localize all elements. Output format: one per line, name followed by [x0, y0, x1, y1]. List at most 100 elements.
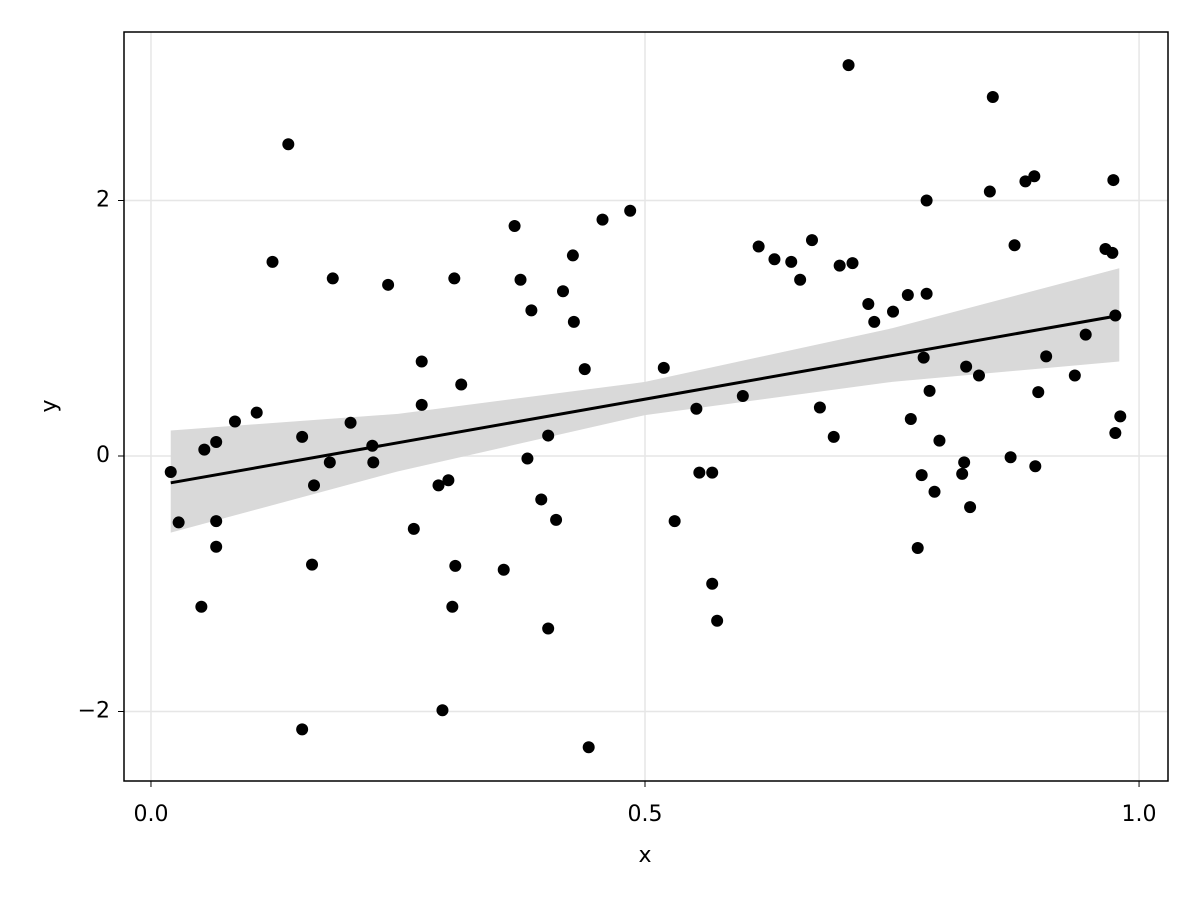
point	[442, 474, 455, 487]
point	[250, 406, 263, 419]
point	[306, 558, 319, 571]
point	[366, 439, 379, 452]
point	[521, 452, 534, 465]
point	[624, 204, 637, 217]
point	[296, 430, 309, 443]
point	[550, 513, 563, 526]
point	[964, 501, 977, 514]
point	[827, 430, 840, 443]
point	[164, 465, 177, 478]
point	[928, 485, 941, 498]
point	[923, 384, 936, 397]
point	[1004, 451, 1017, 464]
point	[785, 255, 798, 268]
x-tick-label: 0.5	[628, 802, 663, 827]
point	[668, 515, 681, 528]
point	[172, 516, 185, 529]
point	[915, 469, 928, 482]
point	[210, 515, 223, 528]
point	[920, 287, 933, 300]
point	[958, 456, 971, 469]
point	[868, 315, 881, 328]
point	[920, 194, 933, 207]
point	[842, 59, 855, 72]
point	[1008, 239, 1021, 252]
x-axis-label: x	[638, 843, 651, 868]
point	[448, 272, 461, 285]
point	[455, 378, 468, 391]
plot-frame	[123, 31, 1169, 782]
point	[657, 361, 670, 374]
point	[983, 185, 996, 198]
point	[986, 91, 999, 104]
point	[711, 614, 724, 627]
point	[326, 272, 339, 285]
point	[446, 600, 459, 613]
x-tick-label: 1.0	[1122, 802, 1157, 827]
point	[514, 273, 527, 286]
point	[449, 559, 462, 572]
point	[904, 412, 917, 425]
point	[846, 257, 859, 270]
point	[1068, 369, 1081, 382]
point	[367, 456, 380, 469]
point	[567, 315, 580, 328]
point	[1040, 350, 1053, 363]
point	[432, 479, 445, 492]
point	[752, 240, 765, 253]
point	[794, 273, 807, 286]
y-axis-label: y	[37, 399, 62, 412]
point	[195, 600, 208, 613]
point	[497, 563, 510, 576]
point	[266, 255, 279, 268]
point	[813, 401, 826, 414]
point	[706, 466, 719, 479]
point	[228, 415, 241, 428]
point	[508, 220, 521, 233]
point	[578, 363, 591, 376]
y-tick-label: 2	[96, 188, 110, 213]
point	[535, 493, 548, 506]
point	[862, 297, 875, 310]
point	[887, 305, 900, 318]
point	[736, 389, 749, 402]
point	[198, 443, 211, 456]
point	[693, 466, 706, 479]
point	[407, 522, 420, 535]
point	[690, 402, 703, 415]
point	[960, 360, 973, 373]
point	[1109, 309, 1122, 322]
point	[1028, 170, 1041, 183]
point	[972, 369, 985, 382]
point	[542, 622, 555, 635]
point	[706, 577, 719, 590]
point	[210, 540, 223, 553]
point	[1109, 427, 1122, 440]
point	[344, 416, 357, 429]
point	[382, 278, 395, 291]
point	[911, 541, 924, 554]
point	[525, 304, 538, 317]
point	[323, 456, 336, 469]
point	[542, 429, 555, 442]
point	[833, 259, 846, 272]
point	[566, 249, 579, 262]
x-tick-label: 0.0	[133, 802, 168, 827]
point	[557, 285, 570, 298]
y-tick-label: −2	[78, 699, 110, 724]
point	[415, 355, 428, 368]
point	[296, 723, 309, 736]
point	[436, 704, 449, 717]
point	[901, 289, 914, 302]
point	[1032, 386, 1045, 399]
point	[917, 351, 930, 364]
y-tick-label: 0	[96, 443, 110, 468]
fit-line	[170, 314, 1120, 485]
point	[1107, 174, 1120, 187]
point	[1019, 175, 1032, 188]
point	[768, 253, 781, 266]
point	[1106, 246, 1119, 259]
point	[308, 479, 321, 492]
point	[1029, 460, 1042, 473]
